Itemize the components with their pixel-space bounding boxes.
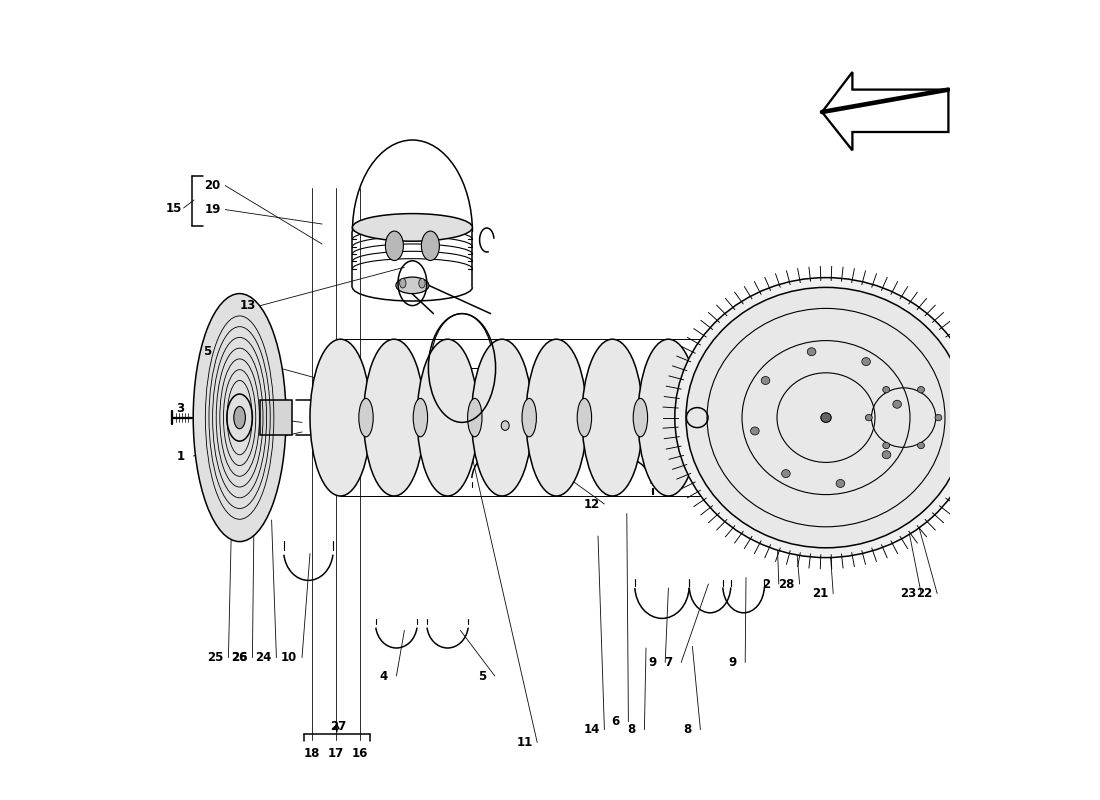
Ellipse shape xyxy=(935,414,942,421)
Text: 7: 7 xyxy=(664,656,672,669)
Text: 8: 8 xyxy=(627,723,636,736)
Ellipse shape xyxy=(421,231,439,261)
Ellipse shape xyxy=(194,294,286,542)
Text: 5: 5 xyxy=(204,346,211,358)
Text: 19: 19 xyxy=(205,203,221,216)
Ellipse shape xyxy=(882,386,890,393)
Ellipse shape xyxy=(310,339,371,496)
Ellipse shape xyxy=(472,339,532,496)
FancyBboxPatch shape xyxy=(261,400,293,435)
Text: 24: 24 xyxy=(255,651,272,664)
Ellipse shape xyxy=(359,398,373,437)
Ellipse shape xyxy=(414,398,428,437)
Ellipse shape xyxy=(396,277,429,294)
Ellipse shape xyxy=(364,339,425,496)
Ellipse shape xyxy=(674,278,977,558)
Text: 14: 14 xyxy=(583,723,600,736)
Text: 17: 17 xyxy=(328,747,343,760)
Text: 25: 25 xyxy=(208,651,223,664)
Ellipse shape xyxy=(750,427,759,435)
Text: 6: 6 xyxy=(612,715,619,728)
Text: 22: 22 xyxy=(916,587,933,600)
Text: 9: 9 xyxy=(728,656,737,669)
Ellipse shape xyxy=(526,339,586,496)
Ellipse shape xyxy=(686,287,966,548)
Ellipse shape xyxy=(850,368,957,467)
Ellipse shape xyxy=(866,414,872,421)
Ellipse shape xyxy=(836,479,845,487)
Ellipse shape xyxy=(419,278,426,288)
Text: 13: 13 xyxy=(240,299,255,312)
Text: 15: 15 xyxy=(166,202,183,214)
Ellipse shape xyxy=(807,348,816,356)
Text: 8: 8 xyxy=(683,723,692,736)
Ellipse shape xyxy=(882,442,890,449)
Text: 9: 9 xyxy=(648,656,657,669)
Text: 2: 2 xyxy=(762,578,770,590)
Text: 1: 1 xyxy=(176,450,185,462)
Text: 23: 23 xyxy=(900,587,916,600)
Ellipse shape xyxy=(690,398,704,437)
Text: 27: 27 xyxy=(330,720,346,733)
Ellipse shape xyxy=(882,450,891,458)
Ellipse shape xyxy=(893,400,901,408)
Ellipse shape xyxy=(234,406,245,429)
Ellipse shape xyxy=(399,278,406,288)
Text: 26: 26 xyxy=(231,651,248,664)
Ellipse shape xyxy=(634,398,648,437)
Text: 5: 5 xyxy=(477,670,486,682)
Ellipse shape xyxy=(821,413,832,422)
Ellipse shape xyxy=(761,377,770,385)
Ellipse shape xyxy=(917,386,924,393)
Ellipse shape xyxy=(782,470,790,478)
Ellipse shape xyxy=(861,358,870,366)
Text: 4: 4 xyxy=(379,670,387,682)
Ellipse shape xyxy=(917,442,924,449)
Text: 3: 3 xyxy=(176,402,185,414)
Ellipse shape xyxy=(352,214,472,241)
Ellipse shape xyxy=(417,339,478,496)
Text: 12: 12 xyxy=(583,498,600,510)
Ellipse shape xyxy=(582,339,642,496)
Text: 20: 20 xyxy=(205,179,220,192)
Text: 26: 26 xyxy=(231,651,248,664)
Text: 28: 28 xyxy=(779,578,795,590)
Ellipse shape xyxy=(578,398,592,437)
Ellipse shape xyxy=(522,398,537,437)
Ellipse shape xyxy=(502,421,509,430)
Text: 11: 11 xyxy=(516,736,532,749)
Text: 18: 18 xyxy=(304,747,320,760)
Ellipse shape xyxy=(468,398,482,437)
Text: 21: 21 xyxy=(812,587,828,600)
Text: 10: 10 xyxy=(282,651,297,664)
Text: 16: 16 xyxy=(351,747,367,760)
Ellipse shape xyxy=(638,339,698,496)
Ellipse shape xyxy=(694,339,755,496)
Ellipse shape xyxy=(385,231,404,261)
